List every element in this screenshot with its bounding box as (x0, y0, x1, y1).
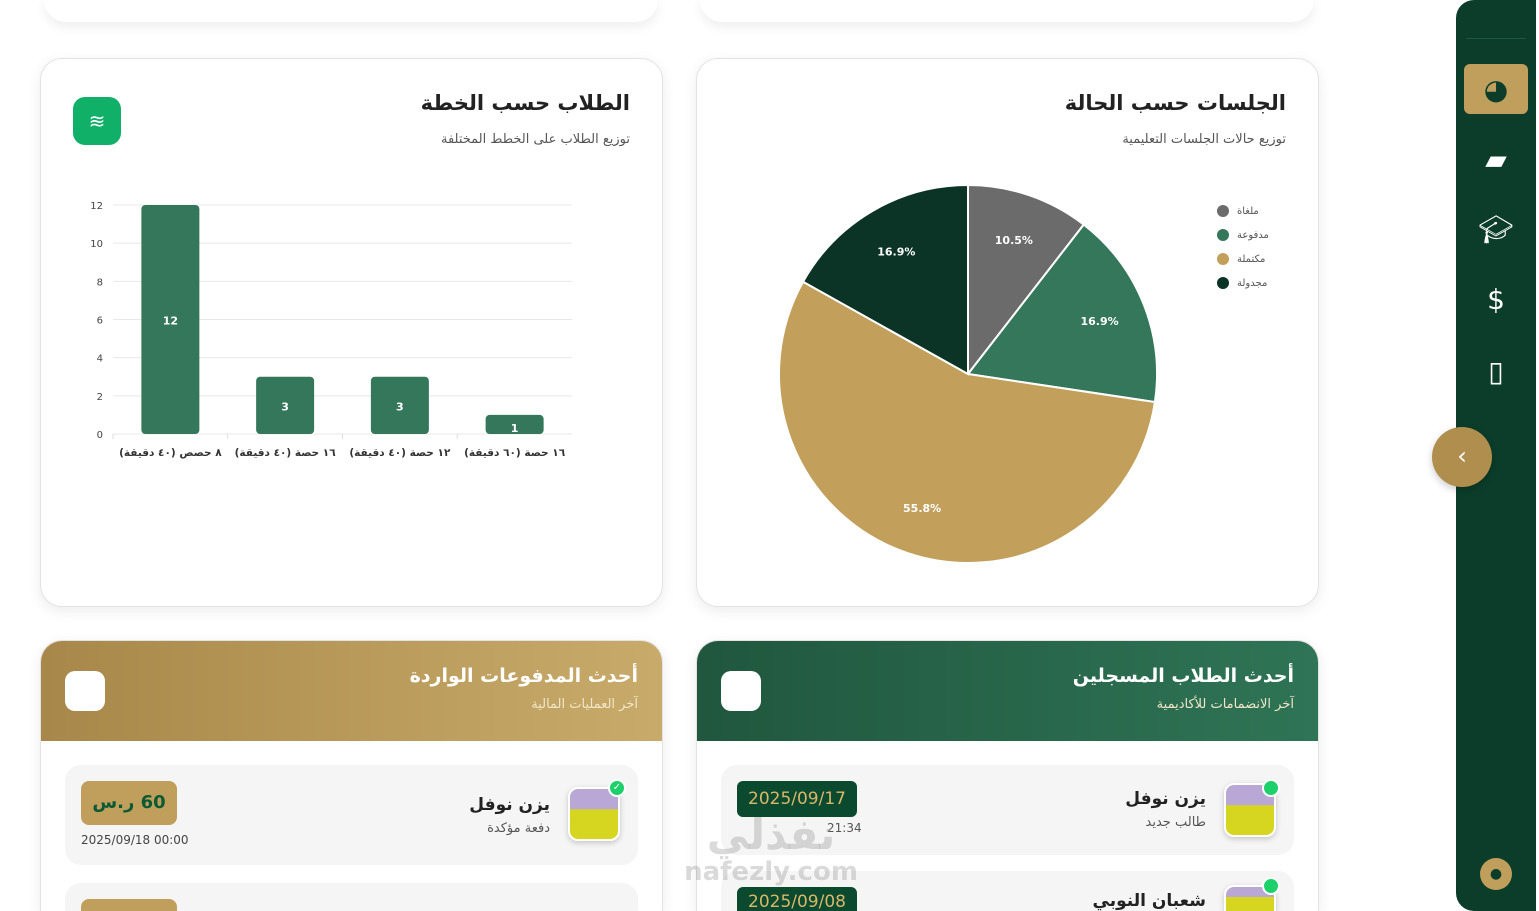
slice-label: 10.5% (995, 234, 1033, 247)
card-title: الطلاب حسب الخطة (420, 91, 630, 115)
student-row[interactable]: شعبان النوبي 2025/09/08 (721, 871, 1294, 911)
y-tick-label: 12 (90, 201, 103, 212)
invoice-icon[interactable]: $ (1487, 282, 1505, 316)
legend-label: مدفوعة (1237, 230, 1269, 241)
plans-card: الطلاب حسب الخطة توزيع الطلاب على الخطط … (40, 58, 663, 607)
payments-card: أحدث المدفوعات الواردة آخر العمليات الما… (40, 640, 663, 911)
collapse-sidebar-button[interactable]: ‹ (1432, 427, 1492, 487)
student-row[interactable]: يزن نوفل طالب جديد 2025/09/17 21:34 (721, 765, 1294, 855)
online-dot (1262, 779, 1280, 797)
card-top-stub (44, 0, 658, 22)
payment-date: 2025/09/18 00:00 (81, 833, 189, 847)
bar-value-label: 3 (396, 400, 404, 413)
sessions-card: الجلسات حسب الحالة توزيع حالات الجلسات ا… (696, 58, 1319, 607)
y-tick-label: 10 (90, 239, 103, 250)
bar (485, 414, 544, 434)
book-icon[interactable]: ▯ (1488, 354, 1504, 388)
payment-row[interactable] (65, 883, 638, 911)
card-subtitle: آخر الانضمامات للأكاديمية (1156, 697, 1294, 712)
card-top-stub (700, 0, 1314, 22)
join-date: 2025/09/17 (737, 781, 857, 817)
payment-row[interactable]: ✓ يزن نوفل دفعة مؤكدة 60 ر.س 2025/09/18 … (65, 765, 638, 865)
pie-slice (967, 183, 1086, 377)
legend-label: مكتملة (1237, 254, 1265, 265)
y-tick-label: 8 (97, 277, 103, 288)
x-tick-label: ٨ حصص (٤٠ دقيقة) (119, 447, 222, 459)
bar-value-label: 12 (163, 315, 178, 328)
bar-value-label: 3 (281, 400, 289, 413)
legend-marker (1217, 277, 1229, 289)
y-tick-label: 0 (97, 430, 103, 441)
payment-amount: 60 ر.س (81, 781, 177, 825)
card-title: أحدث المدفوعات الواردة (409, 665, 638, 687)
legend-label: مجدولة (1237, 278, 1267, 289)
card-subtitle: آخر العمليات المالية (531, 697, 638, 712)
header-icon-box (65, 671, 105, 711)
x-tick-label: ١٢ حصة (٤٠ دقيقة) (349, 447, 451, 459)
y-tick-label: 2 (97, 392, 103, 403)
join-date: 2025/09/08 (737, 887, 857, 911)
student-status: طالب جديد (1145, 815, 1206, 830)
pie-slice (966, 223, 1158, 404)
payment-amount (81, 899, 177, 911)
card-subtitle: توزيع الطلاب على الخطط المختلفة (440, 132, 630, 147)
student-name: يزن نوفل (1125, 789, 1206, 809)
legend-marker (1217, 229, 1229, 241)
student-name: شعبان النوبي (1092, 891, 1206, 911)
graduate-icon[interactable]: 🎓︎ (1478, 212, 1514, 246)
payments-header: أحدث المدفوعات الواردة آخر العمليات الما… (41, 641, 662, 741)
card-title: أحدث الطلاب المسجلين (1072, 665, 1294, 687)
legend-marker (1217, 205, 1229, 217)
pie-chart: 10.5% 16.9% 55.8% 16.9% ملغاة مدفوعة مكتملة مجد… (778, 183, 1269, 564)
check-icon: ✓ (608, 779, 626, 797)
bar (256, 376, 315, 434)
y-tick-label: 4 (97, 354, 103, 365)
x-tick-label: ١٦ حصة (٤٠ دقيقة) (235, 447, 337, 459)
payment-status: دفعة مؤكدة (487, 821, 550, 836)
slice-label: 16.9% (1080, 315, 1118, 328)
slice-label: 16.9% (877, 246, 915, 259)
card-title: الجلسات حسب الحالة (1064, 91, 1286, 115)
bar (370, 376, 429, 434)
teacher-icon[interactable]: ▰ (1485, 142, 1507, 176)
legend-label: ملغاة (1237, 206, 1259, 217)
y-tick-label: 6 (97, 316, 103, 327)
pie-slice (801, 183, 969, 376)
header-icon-box (721, 671, 761, 711)
bar-chart: 0 2 4 6 8 10 12 12 ٨ حصص (٤٠ دقيقة) 3 ١٦ حصة (٤٠ د… (90, 201, 572, 459)
pie-chart-icon[interactable]: ◕ (1464, 64, 1528, 114)
bar-value-label: 1 (511, 422, 519, 435)
divider (1466, 38, 1526, 39)
legend-marker (1217, 253, 1229, 265)
students-card: أحدث الطلاب المسجلين آخر الانضمامات للأك… (696, 640, 1319, 911)
pie-slice (778, 280, 1157, 564)
bar (141, 205, 200, 434)
payer-name: يزن نوفل (469, 795, 550, 815)
online-dot (1262, 877, 1280, 895)
avatar (568, 787, 620, 841)
slice-label: 55.8% (903, 502, 941, 515)
card-subtitle: توزيع حالات الجلسات التعليمية (1122, 132, 1286, 147)
join-time: 21:34 (827, 821, 862, 835)
students-header: أحدث الطلاب المسجلين آخر الانضمامات للأك… (697, 641, 1318, 741)
layers-icon: ≋ (73, 97, 121, 145)
user-icon[interactable]: ● (1480, 858, 1512, 890)
x-tick-label: ١٦ حصة (٦٠ دقيقة) (464, 447, 566, 459)
watermark: نفذلي nafezly.com (684, 810, 858, 887)
